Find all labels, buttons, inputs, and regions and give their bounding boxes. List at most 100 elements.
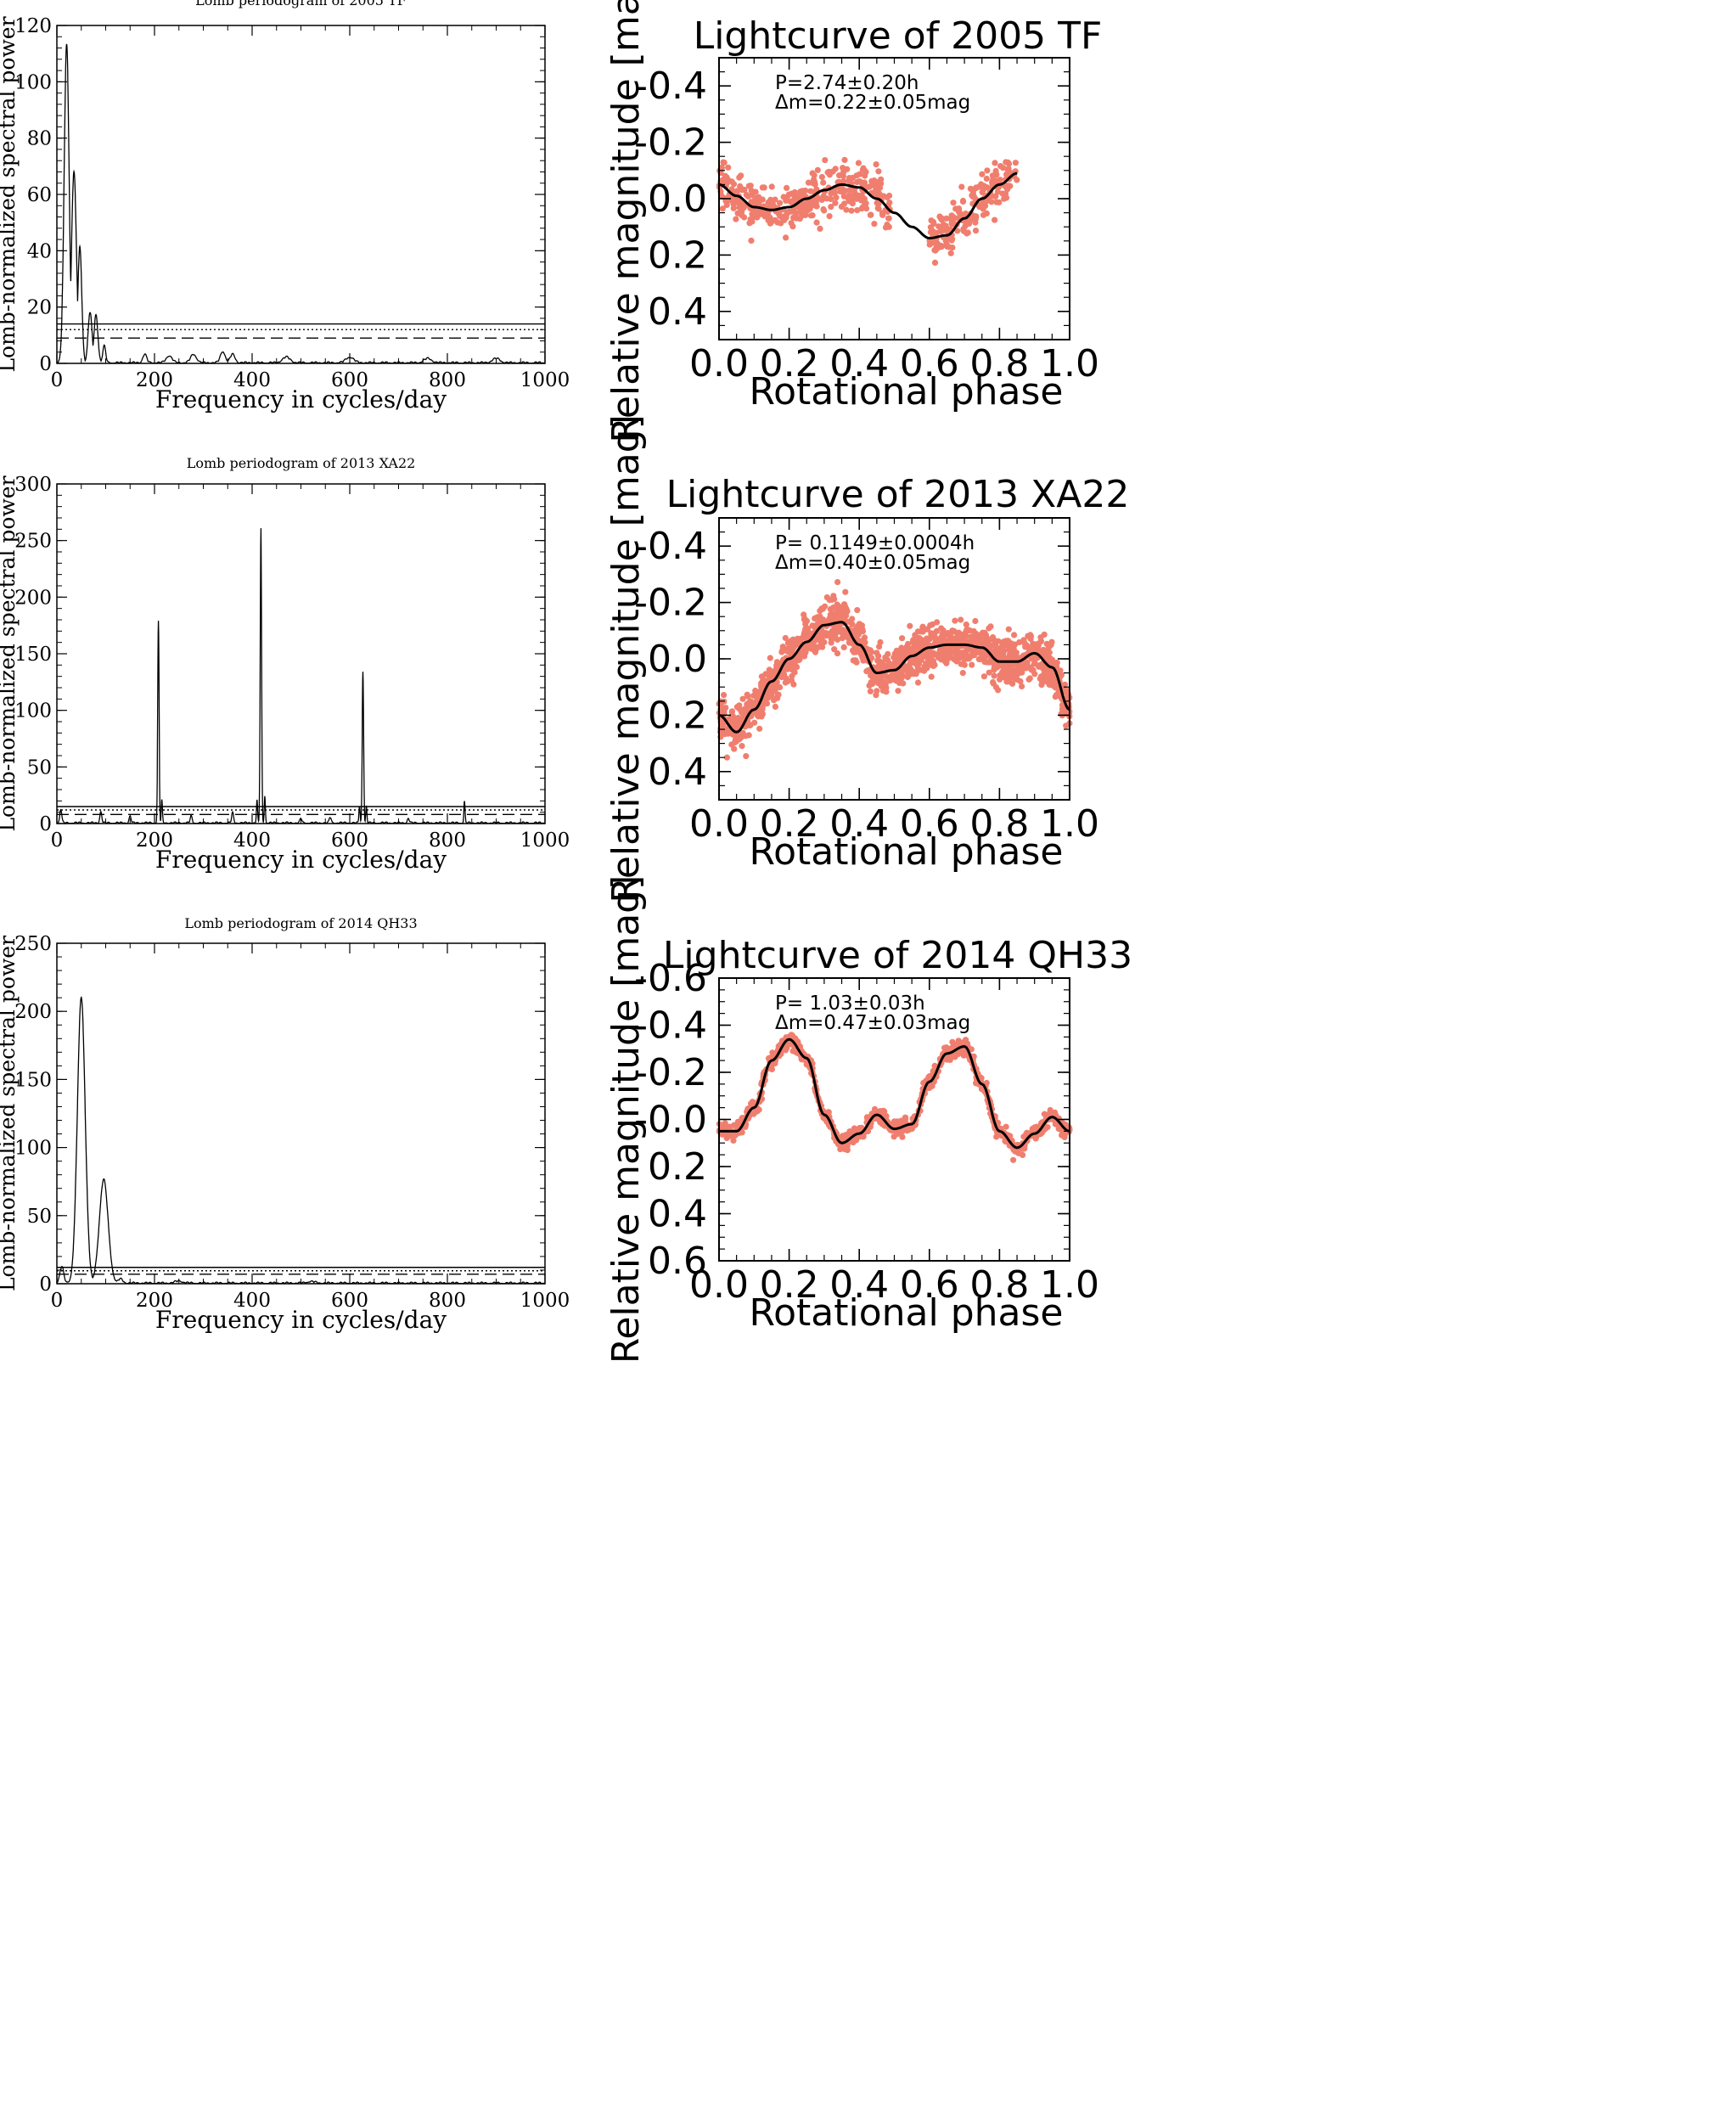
y-tick-label: 0.2	[648, 1145, 707, 1189]
data-point	[983, 210, 990, 216]
data-point	[972, 228, 980, 234]
data-point	[1010, 1156, 1017, 1163]
data-point	[820, 179, 827, 186]
data-point	[789, 672, 795, 679]
data-point	[1010, 655, 1018, 661]
data-point	[880, 1107, 887, 1114]
data-point	[759, 196, 766, 203]
data-point	[942, 227, 949, 233]
x-tick-label: 800	[429, 1290, 466, 1312]
data-point	[748, 237, 755, 244]
data-point	[841, 601, 848, 608]
x-tick-label: 0.6	[900, 802, 959, 846]
x-tick-label: 200	[136, 829, 173, 852]
data-point	[985, 197, 992, 204]
data-point	[1055, 1125, 1062, 1133]
data-point	[949, 1054, 956, 1060]
lightcurve-2013-xa22: 0.0 0.2 0.4 0.6 0.8 1.0-0.4-0.20.00.20.4P= 0.…	[604, 414, 1129, 903]
data-point	[795, 1038, 801, 1045]
data-point	[1008, 646, 1015, 653]
data-point	[852, 657, 859, 664]
y-axis-label: Relative magnitude [mag]	[604, 414, 648, 903]
data-point	[890, 654, 897, 661]
data-point	[950, 200, 957, 206]
fit-curve	[719, 1038, 1070, 1150]
data-point	[738, 172, 744, 179]
data-point	[1001, 648, 1008, 655]
data-point	[1001, 195, 1008, 202]
data-point	[837, 615, 844, 621]
x-tick-label: 1000	[520, 1290, 570, 1312]
periodogram-2013-xa22: 0 200 400 600 800 1000 0 50 100 150 200 250 300 Lomb …	[0, 455, 570, 874]
data-point	[752, 200, 759, 206]
data-point	[759, 673, 766, 680]
data-point	[934, 240, 941, 247]
data-point	[935, 223, 942, 230]
data-point	[754, 689, 761, 696]
data-point	[879, 659, 885, 666]
data-point	[1016, 638, 1023, 646]
chart-title: Lomb periodogram of 2014 QH33	[184, 915, 417, 931]
data-point	[788, 220, 795, 227]
data-point	[907, 622, 913, 629]
y-tick-label: 50	[27, 1206, 52, 1228]
x-tick-label: 200	[136, 1290, 173, 1312]
data-point	[982, 202, 989, 209]
data-point	[972, 617, 979, 625]
data-points	[716, 579, 1073, 761]
data-point	[817, 619, 823, 626]
periodogram-2014-qh33: 0 200 400 600 800 1000 0 50 100 150 200 250 Lomb per…	[0, 915, 570, 1334]
y-tick-label: -0.2	[634, 582, 707, 625]
data-point	[729, 731, 736, 738]
data-point	[721, 692, 728, 699]
data-point	[949, 627, 956, 634]
data-point	[744, 193, 751, 200]
x-axis-label: Frequency in cycles/day	[155, 1306, 447, 1334]
data-point	[857, 621, 864, 628]
data-point	[729, 198, 736, 205]
data-point	[907, 656, 915, 663]
data-point	[875, 680, 882, 687]
data-point	[884, 656, 891, 664]
x-axis-label: Rotational phase	[750, 1291, 1064, 1335]
data-point	[719, 205, 726, 212]
data-point	[857, 178, 864, 185]
data-point	[1004, 638, 1011, 644]
data-point	[981, 653, 989, 661]
y-axis-label: Lomb-normalized spectral power	[0, 936, 20, 1291]
data-point	[942, 222, 949, 229]
y-tick-label: 250	[14, 933, 52, 955]
data-point	[915, 666, 922, 674]
data-point	[848, 207, 855, 214]
data-point	[979, 171, 986, 177]
data-point	[991, 661, 997, 668]
spectrum-line	[56, 43, 546, 365]
data-point	[875, 168, 882, 175]
x-tick-label: 0	[51, 1290, 64, 1312]
data-point	[992, 160, 998, 166]
data-point	[934, 619, 941, 626]
data-point	[992, 683, 1000, 691]
data-point	[802, 187, 809, 194]
data-point	[937, 654, 944, 661]
data-point	[950, 635, 957, 642]
data-point	[744, 706, 750, 712]
data-point	[1046, 672, 1053, 679]
chart-title: Lomb periodogram of 2005 TF	[195, 0, 407, 8]
data-point	[992, 216, 998, 223]
data-point	[744, 693, 751, 700]
data-point	[784, 645, 791, 653]
data-point	[830, 632, 837, 638]
data-point	[957, 211, 964, 217]
x-tick-label: 1.0	[1040, 342, 1099, 385]
data-point	[939, 636, 946, 643]
data-point	[836, 627, 843, 634]
amplitude-annotation: Δm=0.40±0.05mag	[775, 552, 970, 574]
x-tick-label: 0.4	[829, 802, 889, 846]
data-point	[867, 688, 874, 694]
data-point	[886, 664, 893, 671]
data-point	[1041, 1111, 1048, 1117]
data-point	[796, 216, 803, 222]
data-point	[880, 665, 887, 672]
data-point	[849, 616, 856, 622]
